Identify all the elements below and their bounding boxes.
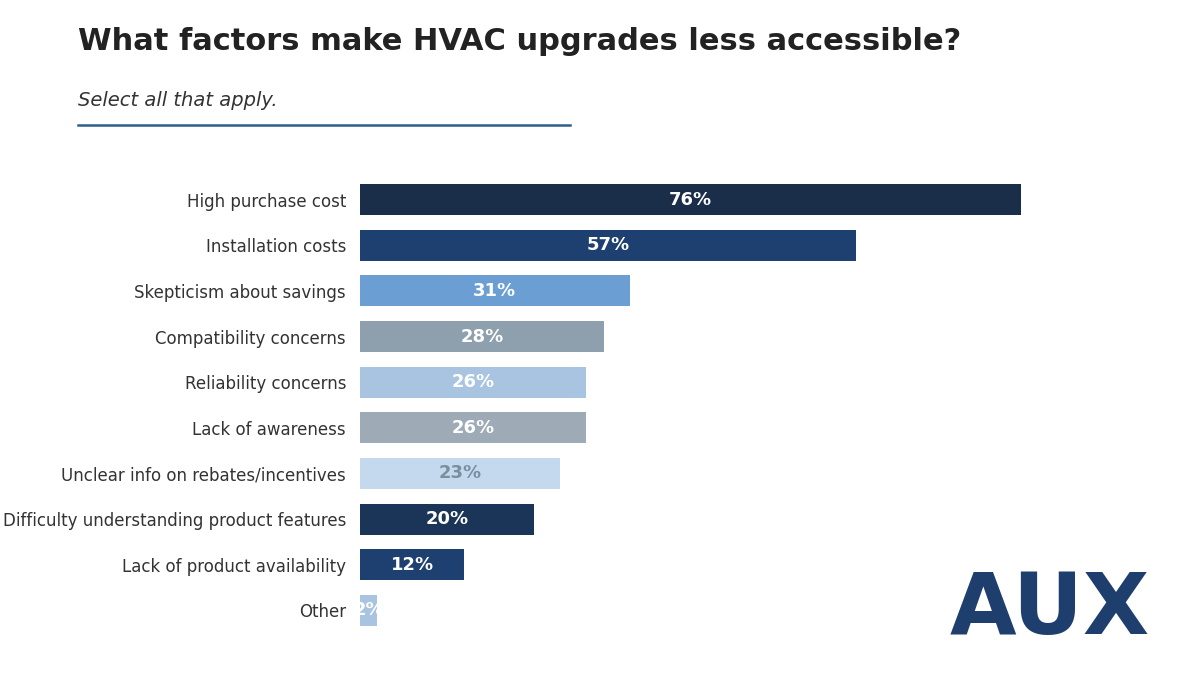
Text: 26%: 26%	[451, 418, 494, 437]
Bar	[360, 184, 1021, 215]
Bar	[360, 321, 604, 352]
Text: 57%: 57%	[587, 236, 630, 254]
Text: 2%: 2%	[353, 601, 384, 620]
Text: What factors make HVAC upgrades less accessible?: What factors make HVAC upgrades less acc…	[78, 27, 961, 56]
Text: 76%: 76%	[670, 190, 712, 209]
Text: AUX: AUX	[950, 570, 1150, 652]
Text: 28%: 28%	[460, 327, 504, 346]
Bar	[360, 230, 856, 261]
Bar	[360, 504, 534, 535]
Bar	[360, 595, 377, 626]
Text: 23%: 23%	[438, 464, 481, 483]
Bar	[360, 412, 587, 443]
Bar	[360, 275, 630, 306]
Text: 31%: 31%	[473, 282, 516, 300]
Text: Select all that apply.: Select all that apply.	[78, 91, 277, 110]
Bar	[360, 549, 464, 580]
Text: 12%: 12%	[391, 556, 433, 574]
Text: 20%: 20%	[426, 510, 468, 528]
Bar	[360, 367, 587, 398]
Text: 26%: 26%	[451, 373, 494, 392]
Bar	[360, 458, 560, 489]
